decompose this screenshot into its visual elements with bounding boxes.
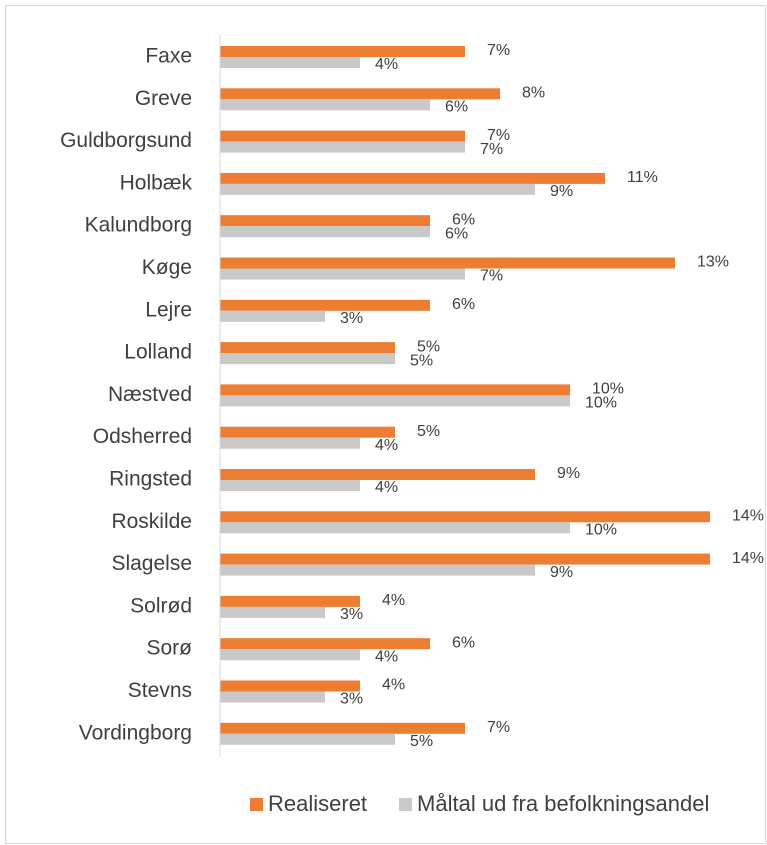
category-label: Slagelse xyxy=(111,552,192,575)
data-label: 4% xyxy=(382,592,405,609)
data-label: 6% xyxy=(452,634,475,651)
data-label: 10% xyxy=(592,381,624,398)
bar xyxy=(220,395,570,407)
bar xyxy=(220,606,325,618)
data-label: 4% xyxy=(375,479,398,496)
data-label: 3% xyxy=(340,691,363,708)
bar xyxy=(220,257,675,269)
category-label: Næstved xyxy=(108,383,192,406)
bar xyxy=(220,553,710,565)
data-label: 5% xyxy=(410,352,433,369)
bar xyxy=(220,183,535,195)
data-label: 7% xyxy=(480,141,503,158)
bar xyxy=(220,522,570,534)
bar xyxy=(220,268,465,280)
category-label: Kalundborg xyxy=(85,214,192,237)
bar xyxy=(220,649,360,661)
data-label: 7% xyxy=(487,719,510,736)
bar xyxy=(220,353,395,365)
bar xyxy=(220,310,325,322)
data-label: 3% xyxy=(340,310,363,327)
bar xyxy=(220,511,710,523)
bar xyxy=(220,342,395,354)
bar xyxy=(220,595,360,607)
bar xyxy=(220,480,360,491)
data-label: 14% xyxy=(732,508,764,525)
bar xyxy=(220,722,465,734)
data-label: 5% xyxy=(410,733,433,750)
bar xyxy=(220,733,395,745)
bar xyxy=(220,141,465,153)
data-label: 4% xyxy=(375,437,398,454)
data-label: 6% xyxy=(445,99,468,116)
legend-swatch xyxy=(250,798,263,811)
data-label: 7% xyxy=(487,127,510,144)
bar xyxy=(220,299,430,311)
data-label: 11% xyxy=(627,169,658,186)
data-label: 5% xyxy=(417,423,440,440)
category-label: Lejre xyxy=(145,298,192,321)
data-label: 14% xyxy=(732,550,764,567)
category-label: Vordingborg xyxy=(79,721,192,744)
data-label: 13% xyxy=(697,254,729,271)
bar xyxy=(220,172,605,184)
bar xyxy=(220,564,535,576)
category-label: Holbæk xyxy=(120,171,193,194)
bar xyxy=(220,469,535,480)
category-label: Sorø xyxy=(146,637,192,660)
bar xyxy=(220,691,325,703)
bar xyxy=(220,57,360,68)
data-label: 4% xyxy=(375,56,398,73)
data-label: 9% xyxy=(557,465,580,482)
data-label: 3% xyxy=(340,606,363,623)
bar xyxy=(220,215,430,227)
data-label: 6% xyxy=(445,225,468,242)
data-label: 7% xyxy=(480,268,503,285)
bar xyxy=(220,130,465,142)
data-label: 4% xyxy=(382,677,405,694)
bar xyxy=(220,680,360,692)
bar xyxy=(220,226,430,238)
data-label: 6% xyxy=(452,296,475,313)
category-label: Odsherred xyxy=(93,425,192,448)
category-label: Stevns xyxy=(128,679,192,702)
category-label: Køge xyxy=(142,256,192,279)
data-label: 7% xyxy=(487,42,510,59)
category-label: Guldborgsund xyxy=(60,129,192,152)
data-label: 6% xyxy=(452,211,475,228)
category-label: Roskilde xyxy=(111,510,192,533)
bar xyxy=(220,88,500,100)
category-label: Solrød xyxy=(130,594,192,617)
bar xyxy=(220,46,465,57)
legend-label: Realiseret xyxy=(268,791,367,816)
bar xyxy=(220,437,360,449)
bar xyxy=(220,99,430,111)
category-label: Greve xyxy=(135,87,192,110)
data-label: 5% xyxy=(417,338,440,355)
bar xyxy=(220,384,570,396)
data-label: 8% xyxy=(522,85,545,102)
bar xyxy=(220,638,430,650)
bar xyxy=(220,426,395,438)
data-label: 9% xyxy=(550,183,573,200)
legend-label: Måltal ud fra befolkningsandel xyxy=(417,791,709,816)
category-label: Faxe xyxy=(145,45,192,68)
data-label: 4% xyxy=(375,648,398,665)
category-label: Ringsted xyxy=(109,468,192,491)
data-label: 10% xyxy=(585,522,617,539)
category-label: Lolland xyxy=(124,341,192,364)
data-label: 10% xyxy=(585,395,617,412)
data-label: 9% xyxy=(550,564,573,581)
legend-swatch xyxy=(399,798,413,811)
